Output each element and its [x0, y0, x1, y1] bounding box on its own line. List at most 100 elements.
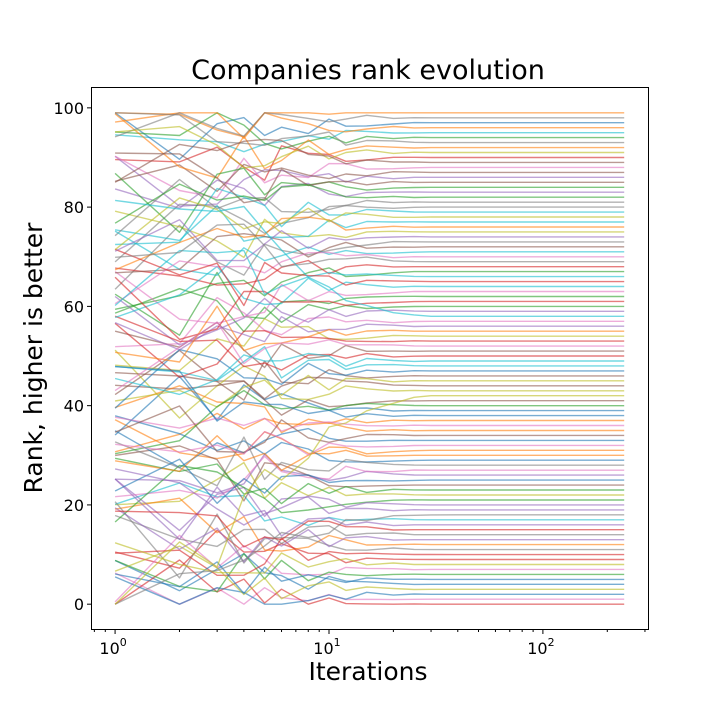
series-line: [114, 468, 625, 526]
x-axis-label: Iterations: [308, 657, 427, 686]
series-line: [115, 296, 625, 348]
series-line: [114, 265, 625, 319]
series-line: [114, 482, 625, 527]
series-line: [115, 455, 625, 499]
series-line: [115, 112, 625, 147]
x-tick-label: 100: [99, 636, 126, 658]
series-line: [114, 412, 625, 453]
series-line: [114, 348, 625, 409]
series-line: [114, 497, 625, 552]
series-line: [114, 352, 625, 396]
series-line: [114, 375, 625, 436]
series-line: [115, 537, 625, 576]
series-line: [114, 322, 625, 379]
series-line: [114, 251, 625, 305]
plot-frame: [91, 87, 649, 630]
series-line: [114, 553, 625, 592]
series-line: [114, 349, 625, 419]
series-line: [114, 224, 625, 290]
series-line: [114, 249, 625, 307]
y-tick-label: 40: [64, 397, 84, 416]
series-line: [114, 197, 625, 251]
series-line: [114, 514, 625, 605]
series-line: [115, 360, 625, 401]
series-line: [114, 112, 625, 140]
series-line: [114, 155, 625, 207]
series-line: [114, 458, 625, 504]
series-line: [114, 216, 625, 271]
series-line: [115, 152, 625, 204]
series-line: [114, 288, 625, 333]
series-line: [114, 218, 625, 262]
y-tick-label: 20: [64, 496, 84, 515]
series-line: [114, 561, 625, 595]
chart-title: Companies rank evolution: [191, 55, 545, 86]
series-line: [115, 318, 625, 372]
series-line: [114, 374, 625, 408]
series-line: [114, 305, 625, 363]
series-line: [115, 365, 625, 422]
series-line: [114, 572, 625, 605]
series-line: [114, 295, 625, 346]
series-line: [114, 183, 625, 224]
series-line: [115, 125, 625, 169]
series-line: [114, 155, 625, 199]
series-line: [114, 478, 625, 540]
series-line: [114, 276, 625, 341]
y-tick-label: 60: [64, 297, 84, 316]
series-line: [114, 321, 625, 369]
series-line: [114, 542, 625, 574]
x-tick-label: 101: [313, 636, 340, 658]
series-line: [114, 553, 625, 593]
series-line: [114, 464, 625, 523]
series-line: [115, 346, 625, 382]
series-line: [114, 405, 625, 453]
series-line: [114, 501, 625, 579]
y-tick-label: 100: [53, 99, 84, 118]
series-line: [115, 431, 625, 456]
series-line: [114, 113, 625, 179]
axis-ticks: 0 20 40 60 80 100 100 101 102: [53, 99, 646, 658]
series-line: [114, 163, 625, 193]
series-line: [114, 478, 625, 532]
series-line: [114, 545, 625, 600]
series-line: [114, 321, 625, 392]
series-line: [114, 395, 625, 605]
plot-area: [114, 112, 625, 605]
series-line: [115, 112, 625, 150]
series-line: [114, 179, 625, 209]
series-line: [115, 223, 625, 268]
series-line: [114, 389, 625, 455]
series-line: [115, 510, 625, 548]
series-line: [114, 138, 625, 183]
y-tick-label: 0: [74, 595, 84, 614]
series-line: [114, 271, 625, 336]
series-line: [114, 385, 625, 434]
series-line: [114, 203, 625, 263]
series-line: [114, 457, 625, 505]
series-line: [115, 129, 625, 153]
y-tick-label: 80: [64, 198, 84, 217]
series-line: [114, 507, 625, 563]
series-line: [114, 316, 625, 351]
series-line: [114, 267, 625, 310]
series-line: [114, 210, 625, 259]
series-line: [114, 435, 625, 472]
series-line: [114, 167, 625, 234]
series-line: [114, 436, 625, 487]
series-line: [114, 576, 625, 605]
series-line: [114, 271, 625, 324]
series-line: [114, 112, 625, 138]
y-axis-label: Rank, higher is better: [19, 222, 48, 494]
series-line: [114, 559, 625, 605]
series-line: [114, 248, 625, 307]
series-line: [114, 514, 625, 548]
series-line: [115, 199, 625, 317]
series-line: [115, 145, 625, 181]
series-line: [114, 416, 625, 432]
series-line: [114, 230, 625, 276]
series-line: [115, 259, 625, 286]
x-tick-label: 102: [527, 636, 554, 658]
series-line: [114, 315, 625, 371]
